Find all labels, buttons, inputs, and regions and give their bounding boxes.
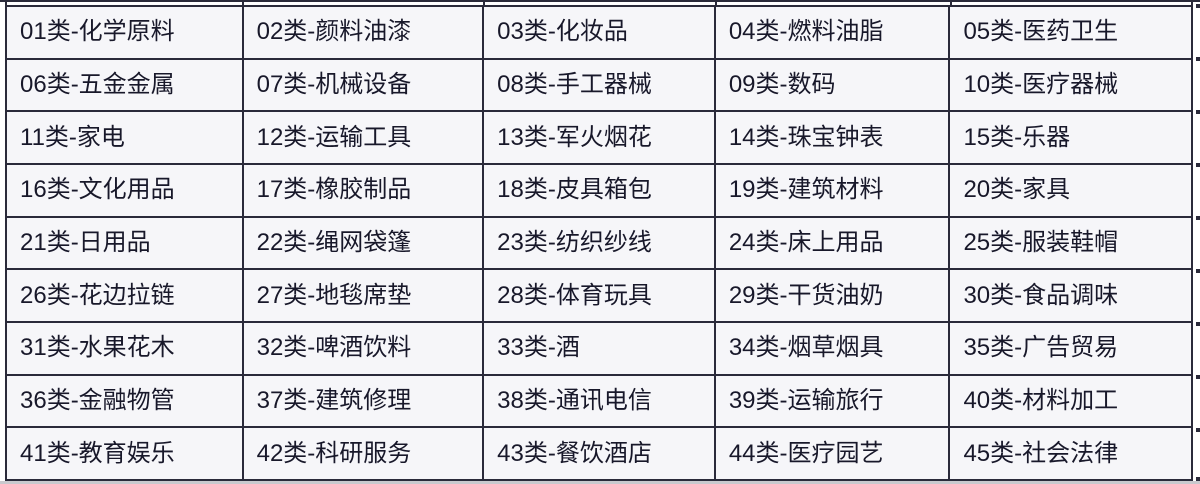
table-cell: 36类-金融物管: [7, 375, 242, 427]
crop-artifact-edge-tick: [1196, 477, 1200, 481]
table-cell: 20类-家具: [950, 165, 1191, 216]
table-cell: 41类-教育娱乐: [7, 428, 242, 479]
table-cell: 05类-医药卫生: [950, 7, 1191, 58]
table-cell: 26类-花边拉链: [7, 270, 242, 321]
table-cell: 23类-纺织纱线: [484, 217, 714, 269]
table-cell: 37类-建筑修理: [243, 375, 483, 427]
table-cell: 13类-军火烟花: [484, 112, 714, 163]
table-cell: 32类-啤酒饮料: [243, 323, 483, 374]
table-cell: 18类-皮具箱包: [484, 165, 714, 216]
table-cell: 21类-日用品: [7, 217, 242, 269]
crop-artifact-edge-tick: [1196, 57, 1200, 61]
table-cell: 39类-运输旅行: [715, 375, 949, 427]
table-cell: 09类-数码: [715, 59, 949, 111]
crop-artifact-edge-tick: [1196, 4, 1200, 8]
table-cell: 22类-绳网袋篷: [243, 217, 483, 269]
table-cell: 35类-广告贸易: [950, 323, 1191, 374]
table-cell: 30类-食品调味: [950, 270, 1191, 321]
table-cell: 10类-医疗器械: [950, 59, 1191, 111]
table-cell: 16类-文化用品: [7, 165, 242, 216]
table-cell: 31类-水果花木: [7, 323, 242, 374]
table-cell: 12类-运输工具: [243, 112, 483, 163]
table-cell: 40类-材料加工: [950, 375, 1191, 427]
crop-artifact-column-stub: [950, 0, 952, 7]
crop-artifact-column-stub: [5, 0, 7, 7]
table-cell: 01类-化学原料: [7, 7, 242, 58]
crop-artifact-edge-tick: [1196, 269, 1200, 273]
table-cell: 07类-机械设备: [243, 59, 483, 111]
table-cell: 42类-科研服务: [243, 428, 483, 479]
table-cell: 29类-干货油奶: [715, 270, 949, 321]
crop-artifact-top-line: [0, 0, 1200, 2]
table-cell: 02类-颜料油漆: [243, 7, 483, 58]
table-cell: 27类-地毯席垫: [243, 270, 483, 321]
table-cell: 34类-烟草烟具: [715, 323, 949, 374]
table-cell: 08类-手工器械: [484, 59, 714, 111]
crop-artifact-edge-tick: [1196, 428, 1200, 432]
table-cell: 38类-通讯电信: [484, 375, 714, 427]
table-cell: 33类-酒: [484, 323, 714, 374]
table-cell: 43类-餐饮酒店: [484, 428, 714, 479]
table-cell: 19类-建筑材料: [715, 165, 949, 216]
table-cell: 11类-家电: [7, 112, 242, 163]
crop-artifact-edge-tick: [1196, 375, 1200, 379]
trademark-class-table: 01类-化学原料 02类-颜料油漆 03类-化妆品 04类-燃料油脂 05类-医…: [5, 5, 1193, 481]
crop-artifact-column-stub: [715, 0, 717, 7]
table-cell: 06类-五金金属: [7, 59, 242, 111]
table-cell: 04类-燃料油脂: [715, 7, 949, 58]
crop-artifact-edge-tick: [1196, 110, 1200, 114]
table-cell: 14类-珠宝钟表: [715, 112, 949, 163]
table-cell: 25类-服装鞋帽: [950, 217, 1191, 269]
crop-artifact-column-stub: [242, 0, 244, 7]
table-cell: 44类-医疗园艺: [715, 428, 949, 479]
table-cell: 03类-化妆品: [484, 7, 714, 58]
crop-artifact-bottom-shadow: [0, 481, 1200, 484]
crop-artifact-edge-tick: [1196, 163, 1200, 167]
table-cell: 15类-乐器: [950, 112, 1191, 163]
crop-artifact-column-stub: [483, 0, 485, 7]
crop-artifact-edge-tick: [1196, 216, 1200, 220]
table-cell: 17类-橡胶制品: [243, 165, 483, 216]
table-cell: 45类-社会法律: [950, 428, 1191, 479]
crop-artifact-edge-tick: [1196, 322, 1200, 326]
table-cell: 24类-床上用品: [715, 217, 949, 269]
table-cell: 28类-体育玩具: [484, 270, 714, 321]
crop-artifact-column-stub: [1191, 0, 1193, 7]
